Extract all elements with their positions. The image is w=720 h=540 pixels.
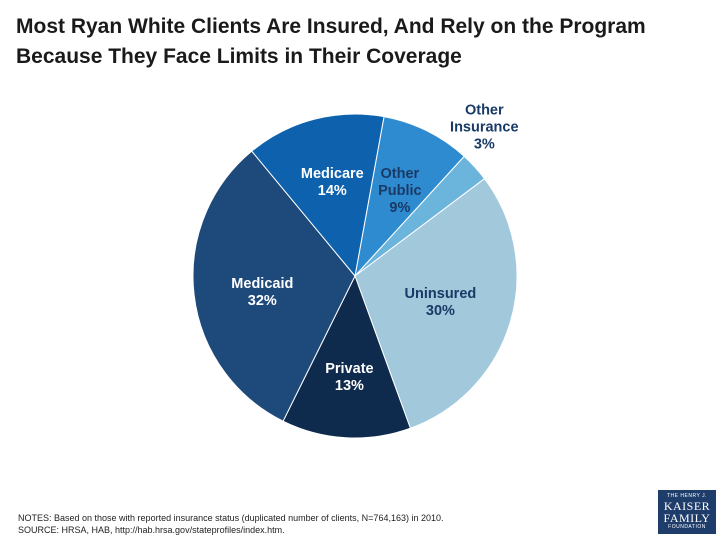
slice-percent-label: 30% (426, 303, 455, 319)
chart-title: Most Ryan White Clients Are Insured, And… (16, 15, 646, 68)
slice-category-label: Private (325, 361, 373, 377)
pie-slice-medicare (251, 113, 385, 278)
logo-line-3: FAMILY (663, 511, 711, 525)
slice-percent-label: 14% (318, 183, 347, 199)
slice-category-label: Other (465, 103, 504, 119)
slice-category-label: Medicaid (231, 276, 293, 292)
slice-category-label: Medicare (301, 166, 364, 182)
logo-line-2: KAISER (663, 499, 711, 513)
logo-line-4: FOUNDATION (668, 524, 706, 530)
slice-percent-label: 32% (248, 293, 277, 309)
pie-slice-other-public (354, 116, 465, 278)
pie-slice-medicaid (192, 150, 356, 422)
slice-percent-label: 13% (335, 378, 364, 394)
pie-slice-uninsured (354, 177, 518, 429)
kaiser-family-foundation-logo: THE HENRY J. KAISER FAMILY FOUNDATION (658, 490, 716, 534)
notes: NOTES: Based on those with reported insu… (18, 512, 618, 536)
logo-line-1: THE HENRY J. (667, 493, 707, 499)
slice-percent-label: 9% (389, 200, 410, 216)
slice-category-label: Public (378, 183, 422, 199)
slice-category-label: Uninsured (405, 286, 477, 302)
slice-category-label: Other (381, 166, 420, 182)
notes-line: NOTES: Based on those with reported insu… (18, 513, 444, 523)
slice-percent-label: 3% (474, 137, 495, 153)
slice-category-label: Insurance (450, 120, 519, 136)
source-line: SOURCE: HRSA, HAB, http://hab.hrsa.gov/s… (18, 525, 285, 535)
pie-slice-private (282, 274, 412, 439)
